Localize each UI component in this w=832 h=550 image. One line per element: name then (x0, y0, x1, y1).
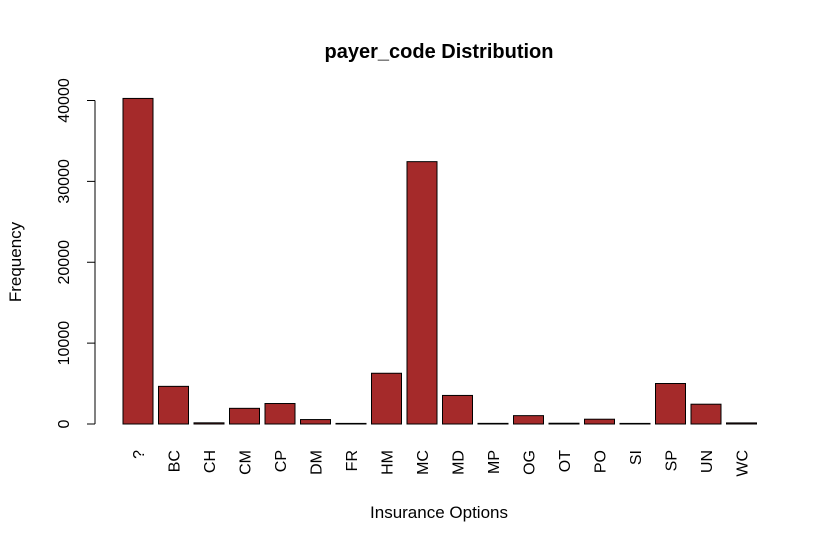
y-tick-label: 20000 (56, 240, 73, 285)
x-tick-label: OT (557, 450, 574, 472)
y-axis-title: Frequency (6, 221, 25, 302)
bar-wc (727, 423, 757, 424)
x-tick-label: MD (451, 450, 468, 475)
x-tick-label: CM (238, 450, 255, 475)
bar-cm (230, 408, 260, 424)
y-axis: 0 10000 20000 30000 40000 (56, 78, 95, 428)
bar-hm (372, 373, 402, 424)
x-tick-label: UN (699, 450, 716, 473)
bar-mc (407, 162, 437, 424)
bar-mp (478, 423, 508, 424)
y-tick-label: 10000 (56, 321, 73, 366)
x-tick-label: PO (593, 450, 610, 473)
x-tick-label: MP (486, 450, 503, 474)
bar-si (620, 423, 650, 424)
bar-og (514, 416, 544, 424)
bar-un (691, 404, 721, 424)
bar-po (585, 419, 615, 424)
y-tick-label: 40000 (56, 78, 73, 123)
x-tick-label: OG (522, 450, 539, 475)
x-tick-label: SP (664, 450, 681, 471)
x-tick-label: MC (415, 450, 432, 475)
bar-sp (656, 384, 686, 424)
x-tick-label: WC (735, 450, 752, 477)
chart-title: payer_code Distribution (325, 41, 554, 63)
y-tick-label: 30000 (56, 159, 73, 204)
bar-md (443, 395, 473, 424)
x-tick-label: ? (131, 450, 148, 459)
x-tick-label: CH (202, 450, 219, 473)
y-tick-label: 0 (56, 419, 73, 428)
bar-cp (265, 404, 295, 424)
x-tick-label: DM (309, 450, 326, 475)
x-axis-labels: ? BC CH CM CP DM FR HM MC MD MP OG OT PO SI SP UN WC (131, 450, 752, 477)
x-tick-label: BC (167, 450, 184, 472)
x-tick-label: FR (344, 450, 361, 471)
bar-ch (194, 423, 224, 424)
bar-ot (549, 423, 579, 424)
x-tick-label: SI (628, 450, 645, 465)
bar-unknown (123, 98, 153, 424)
bar-bc (159, 386, 189, 424)
x-tick-label: HM (380, 450, 397, 475)
x-axis-title: Insurance Options (370, 503, 508, 522)
bar-fr (336, 423, 366, 424)
x-tick-label: CP (273, 450, 290, 472)
plot-area (123, 98, 757, 424)
bar-dm (301, 420, 331, 424)
